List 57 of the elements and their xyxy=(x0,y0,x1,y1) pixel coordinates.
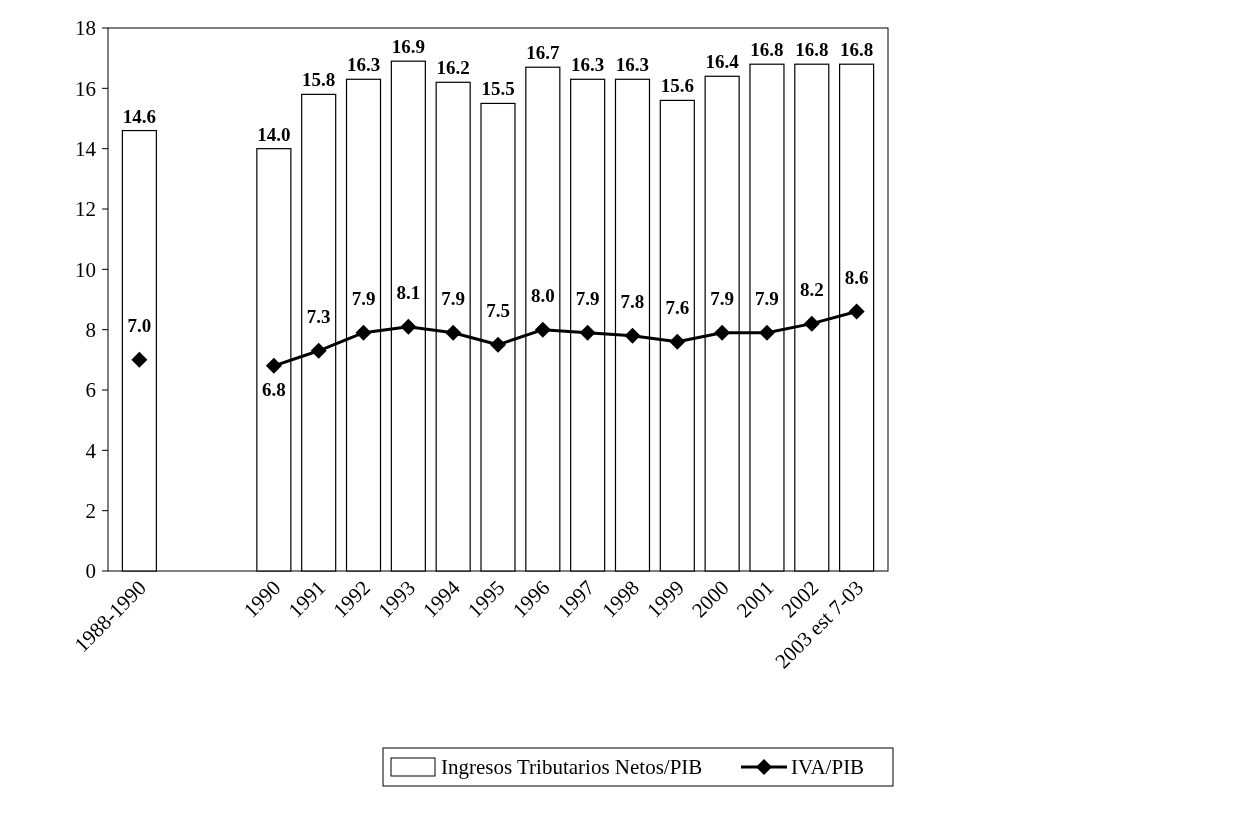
point xyxy=(803,315,820,332)
y-tick-label: 14 xyxy=(75,137,97,162)
legend-label: Ingresos Tributarios Netos/PIB xyxy=(441,755,703,780)
data-label: 7.0 xyxy=(127,314,152,336)
y-tick-label: 8 xyxy=(85,318,96,343)
data-label: 7.9 xyxy=(441,287,466,309)
point xyxy=(579,324,596,341)
point xyxy=(669,333,686,350)
point xyxy=(310,342,327,359)
data-label: 16.4 xyxy=(705,51,740,73)
data-label: 7.9 xyxy=(351,287,376,309)
data-label: 7.5 xyxy=(486,299,510,321)
y-tick-label: 6 xyxy=(85,378,96,403)
point xyxy=(848,303,865,320)
data-label: 7.6 xyxy=(665,296,690,318)
legend-label: IVA/PIB xyxy=(791,755,865,780)
y-tick-label: 18 xyxy=(75,16,96,41)
point xyxy=(265,357,282,374)
data-label: 7.8 xyxy=(620,290,645,312)
data-label: 16.3 xyxy=(346,54,381,76)
data-label: 7.9 xyxy=(710,287,735,309)
data-label: 14.0 xyxy=(257,123,291,145)
data-label: 16.8 xyxy=(750,39,784,61)
data-label: 8.1 xyxy=(396,281,421,303)
data-label: 16.8 xyxy=(795,39,829,61)
y-tick-label: 4 xyxy=(85,438,97,463)
point xyxy=(624,327,641,344)
point xyxy=(445,324,462,341)
point xyxy=(534,321,551,338)
data-label: 7.9 xyxy=(575,287,600,309)
data-label: 8.0 xyxy=(530,284,555,306)
data-label: 16.3 xyxy=(615,54,650,76)
data-label: 16.9 xyxy=(391,36,425,58)
data-label: 16.3 xyxy=(571,54,605,76)
data-label: 7.9 xyxy=(755,287,779,309)
y-tick-label: 16 xyxy=(75,76,96,101)
data-label: 6.8 xyxy=(261,378,286,400)
point xyxy=(355,324,372,341)
y-tick-label: 12 xyxy=(75,197,96,222)
data-label: 8.2 xyxy=(799,278,824,300)
point xyxy=(490,336,506,353)
y-tick-label: 0 xyxy=(85,559,96,584)
data-label: 16.2 xyxy=(436,57,470,79)
point xyxy=(131,351,148,368)
data-label: 16.8 xyxy=(840,39,874,61)
y-tick-label: 2 xyxy=(85,499,96,524)
data-label: 8.6 xyxy=(844,266,869,288)
data-label: 15.8 xyxy=(302,69,336,91)
data-label: 7.3 xyxy=(306,305,331,327)
point xyxy=(758,324,775,341)
point xyxy=(714,324,731,341)
data-label: 16.7 xyxy=(526,42,560,64)
point xyxy=(400,318,417,335)
data-label: 15.5 xyxy=(481,78,515,100)
data-label: 14.6 xyxy=(122,105,156,127)
data-label: 15.6 xyxy=(660,75,694,97)
y-tick-label: 10 xyxy=(75,257,96,282)
